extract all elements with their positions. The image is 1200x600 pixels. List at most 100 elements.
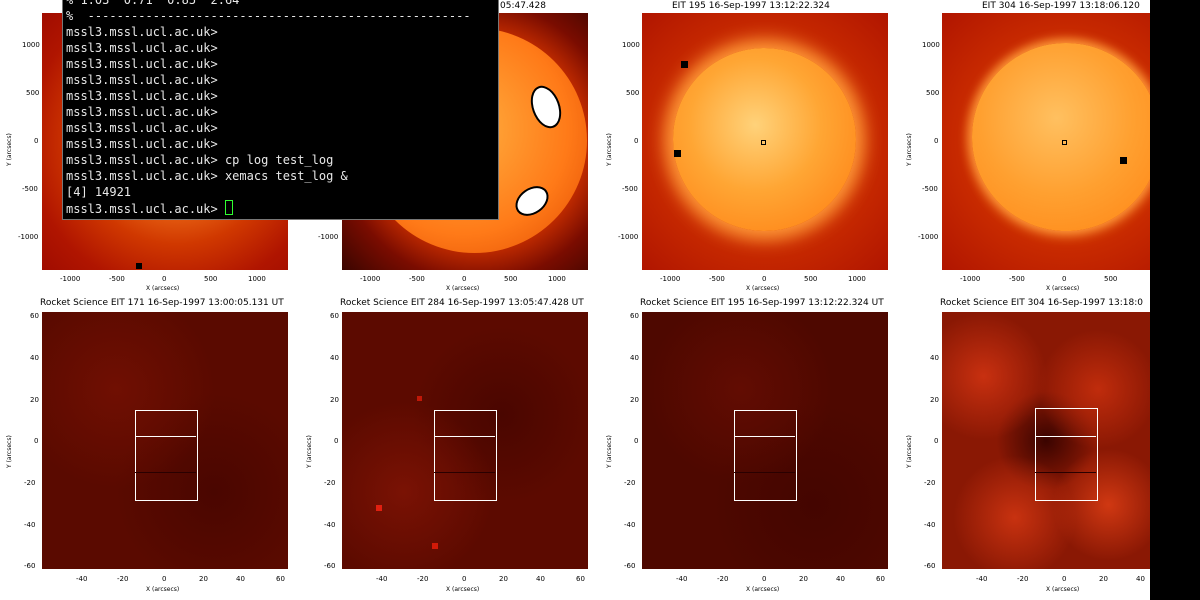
- xtick: -500: [709, 275, 725, 283]
- xtick: -500: [109, 275, 125, 283]
- eit-304-image: [942, 13, 1150, 270]
- ytick: -1000: [618, 233, 639, 241]
- box-marker: [136, 263, 142, 269]
- xtick: -40: [676, 575, 688, 583]
- xtick: 0: [462, 275, 467, 283]
- ytick: 40: [30, 354, 39, 362]
- x-axis-label: X (arcsecs): [1046, 586, 1080, 593]
- xtick: 20: [199, 575, 208, 583]
- xtick: -40: [376, 575, 388, 583]
- box-marker: [1120, 157, 1127, 164]
- ytick: 60: [330, 312, 339, 320]
- bright-pixel: [376, 505, 382, 511]
- ytick: -20: [24, 479, 36, 487]
- box-marker: [674, 150, 681, 157]
- panel-title: 05:47.428: [500, 1, 546, 11]
- terminal-line: mssl3.mssl.ucl.ac.uk>: [66, 41, 218, 55]
- xtick: -40: [76, 575, 88, 583]
- ytick: -60: [624, 562, 636, 570]
- roi-line: [734, 436, 795, 437]
- xtick: 1000: [548, 275, 566, 283]
- xtick: 60: [276, 575, 285, 583]
- x-axis-label: X (arcsecs): [746, 285, 780, 292]
- roi-line: [434, 472, 495, 473]
- xtick: 1000: [848, 275, 866, 283]
- y-axis-label: Y (arcsecs): [306, 435, 313, 468]
- roi-box: [434, 410, 497, 501]
- ytick: -60: [924, 562, 936, 570]
- ytick: 500: [26, 89, 40, 97]
- y-axis-label: Y (arcsecs): [6, 133, 13, 166]
- ytick: 0: [934, 137, 939, 145]
- xtick: 60: [876, 575, 885, 583]
- xtick: -20: [717, 575, 729, 583]
- xtick: 0: [162, 275, 167, 283]
- x-axis-label: X (arcsecs): [446, 586, 480, 593]
- ytick: -40: [624, 521, 636, 529]
- ytick: 40: [630, 354, 639, 362]
- panel-title: Rocket Science EIT 304 16-Sep-1997 13:18…: [940, 298, 1143, 308]
- terminal-prompt: mssl3.mssl.ucl.ac.uk>: [66, 202, 225, 216]
- terminal-line: mssl3.mssl.ucl.ac.uk>: [66, 73, 218, 87]
- y-axis-label: Y (arcsecs): [906, 435, 913, 468]
- ytick: 20: [630, 396, 639, 404]
- xtick: 20: [799, 575, 808, 583]
- bright-pixel: [432, 543, 438, 549]
- y-axis-label: Y (arcsecs): [606, 435, 613, 468]
- xtick: 40: [236, 575, 245, 583]
- xtick: 0: [762, 275, 767, 283]
- ytick: -20: [924, 479, 936, 487]
- terminal-line: mssl3.mssl.ucl.ac.uk>: [66, 105, 218, 119]
- ytick: -20: [624, 479, 636, 487]
- terminal-line: mssl3.mssl.ucl.ac.uk>: [66, 121, 218, 135]
- center-marker: [1062, 140, 1067, 145]
- ytick: 1000: [22, 41, 40, 49]
- eit-195-image: [642, 13, 888, 270]
- panel-title: Rocket Science EIT 284 16-Sep-1997 13:05…: [340, 298, 584, 308]
- sun-disk: [673, 48, 856, 231]
- xtick: 500: [1104, 275, 1118, 283]
- center-marker: [761, 140, 766, 145]
- ytick: 20: [30, 396, 39, 404]
- xtick: 0: [1062, 575, 1067, 583]
- rocket-195-zoom-panel: Rocket Science EIT 195 16-Sep-1997 13:12…: [600, 298, 900, 600]
- xtick: 60: [576, 575, 585, 583]
- ytick: -60: [324, 562, 336, 570]
- xtick: 0: [1062, 275, 1067, 283]
- screen-edge: [1150, 0, 1200, 600]
- terminal-line: mssl3.mssl.ucl.ac.uk>: [66, 137, 218, 151]
- terminal-line: mssl3.mssl.ucl.ac.uk>: [66, 57, 218, 71]
- terminal-prompt-line[interactable]: mssl3.mssl.ucl.ac.uk>: [63, 200, 498, 216]
- terminal-line: mssl3.mssl.ucl.ac.uk>: [66, 25, 218, 39]
- ytick: 0: [334, 437, 339, 445]
- terminal-window[interactable]: % 1.03 0.71 0.85 2.64 % ----------------…: [62, 0, 499, 220]
- ytick: 1000: [622, 41, 640, 49]
- ytick: 20: [930, 396, 939, 404]
- xtick: 0: [162, 575, 167, 583]
- ytick: 0: [934, 437, 939, 445]
- ytick: 500: [926, 89, 940, 97]
- rocket-284-zoom-panel: Rocket Science EIT 284 16-Sep-1997 13:05…: [300, 298, 600, 600]
- ytick: 40: [930, 354, 939, 362]
- xtick: -500: [1009, 275, 1025, 283]
- rocket-171-zoom-panel: Rocket Science EIT 171 16-Sep-1997 13:00…: [0, 298, 300, 600]
- terminal-line: mssl3.mssl.ucl.ac.uk> cp log test_log: [66, 153, 334, 167]
- panel-title: Rocket Science EIT 171 16-Sep-1997 13:00…: [40, 298, 284, 308]
- xtick: 40: [836, 575, 845, 583]
- terminal-line: mssl3.mssl.ucl.ac.uk>: [66, 89, 218, 103]
- bright-pixel: [417, 396, 422, 401]
- panel-title: EIT 304 16-Sep-1997 13:18:06.120: [982, 1, 1140, 11]
- ytick: 20: [330, 396, 339, 404]
- rocket-195-image: [642, 312, 888, 569]
- ytick: -500: [922, 185, 938, 193]
- ytick: 0: [634, 437, 639, 445]
- xtick: 20: [1099, 575, 1108, 583]
- rocket-171-image: [42, 312, 288, 569]
- xtick: 0: [762, 575, 767, 583]
- ytick: -500: [22, 185, 38, 193]
- ytick: -1000: [318, 233, 339, 241]
- xtick: -20: [417, 575, 429, 583]
- roi-line: [1035, 436, 1096, 437]
- ytick: 40: [330, 354, 339, 362]
- x-axis-label: X (arcsecs): [746, 586, 780, 593]
